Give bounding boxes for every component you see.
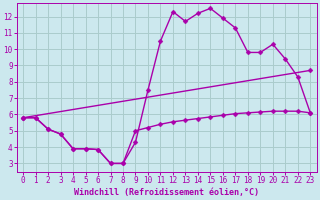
X-axis label: Windchill (Refroidissement éolien,°C): Windchill (Refroidissement éolien,°C) [74, 188, 259, 197]
